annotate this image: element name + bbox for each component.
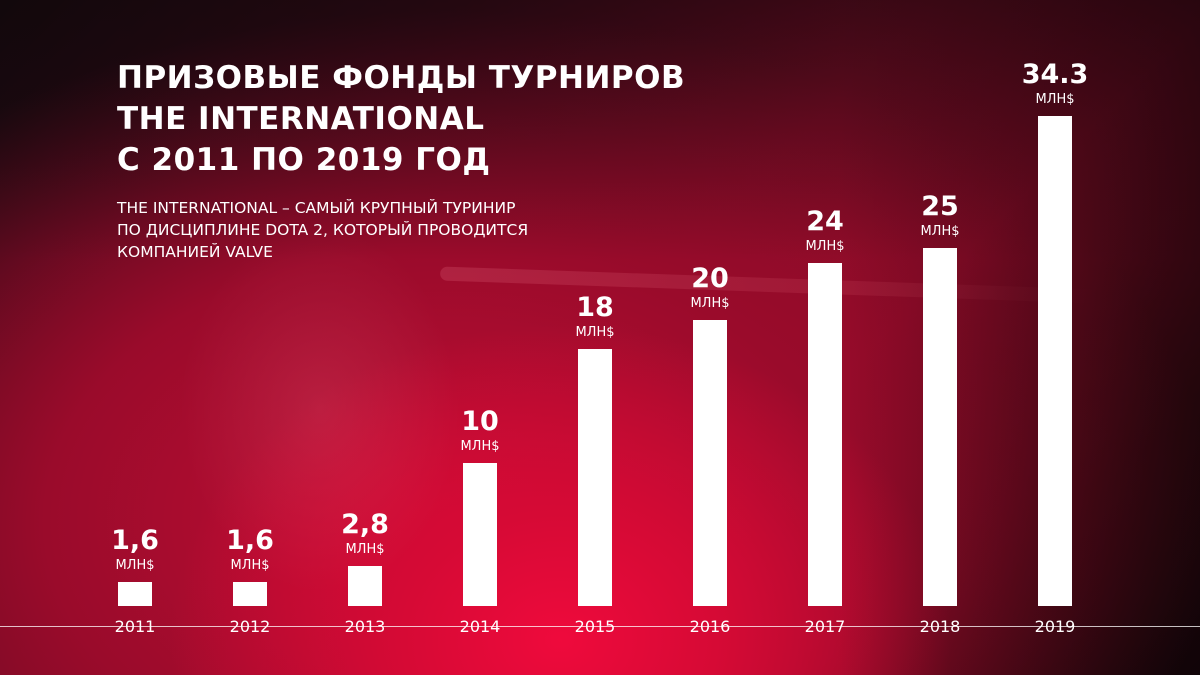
- bar-unit-label: МЛН$: [920, 224, 960, 239]
- bar: [808, 263, 842, 606]
- bar-value-label: 10: [461, 406, 499, 437]
- bar: [348, 566, 382, 606]
- bar: [1038, 116, 1072, 606]
- bar-column-2019: 34.3 МЛН$ 2019: [1000, 0, 1110, 675]
- chart-subtitle-line-2: ПО ДИСЦИПЛИНЕ DOTA 2, КОТОРЫЙ ПРОВОДИТСЯ: [117, 221, 529, 239]
- bar-value-label: 2,8: [341, 509, 389, 540]
- year-label: 2014: [459, 617, 501, 636]
- bar-unit-label: МЛН$: [230, 558, 270, 573]
- bar-column-2015: 18 МЛН$ 2015: [540, 0, 650, 675]
- x-axis-tick-label: 2011: [105, 616, 165, 638]
- chart-title-line-1: ПРИЗОВЫЕ ФОНДЫ ТУРНИРОВ: [117, 60, 686, 96]
- bar: [233, 582, 267, 606]
- bar-column-2018: 25 МЛН$ 2018: [885, 0, 995, 675]
- bar: [578, 349, 612, 606]
- year-label: 2018: [919, 617, 961, 636]
- bar-column-2012: 1,6 МЛН$ 2012: [195, 0, 305, 675]
- bar: [923, 248, 957, 606]
- chart-subtitle-line-3: КОМПАНИЕЙ VALVE: [117, 243, 273, 261]
- x-axis-tick-label: 2015: [565, 616, 625, 638]
- x-axis-tick-label: 2013: [335, 616, 395, 638]
- x-axis-tick-label: 2014: [450, 616, 510, 638]
- bar-column-2011: 1,6 МЛН$ 2011: [80, 0, 190, 675]
- bar-value-label: 20: [691, 263, 729, 294]
- bar: [693, 320, 727, 606]
- bar-value-label: 25: [921, 191, 959, 222]
- year-label: 2011: [114, 617, 156, 636]
- bar-unit-label: МЛН$: [115, 558, 155, 573]
- bar-value-label: 34.3: [1021, 59, 1089, 90]
- bar-value-label: 18: [576, 292, 614, 323]
- bar-value-label: 1,6: [111, 525, 159, 556]
- chart-subtitle-line-1: THE INTERNATIONAL – САМЫЙ КРУПНЫЙ ТУРИНИ…: [117, 199, 516, 217]
- chart-title-line-2: THE INTERNATIONAL: [117, 101, 485, 137]
- year-label: 2012: [229, 617, 271, 636]
- bar: [118, 582, 152, 606]
- bar-column-2014: 10 МЛН$ 2014: [425, 0, 535, 675]
- bar-unit-label: МЛН$: [690, 296, 730, 311]
- year-label: 2016: [689, 617, 731, 636]
- x-axis-tick-label: 2012: [220, 616, 280, 638]
- bar-value-label: 24: [806, 206, 844, 237]
- x-axis-line: [0, 626, 1200, 627]
- bar-unit-label: МЛН$: [345, 542, 385, 557]
- chart-title-line-3: С 2011 ПО 2019 ГОД: [117, 142, 491, 178]
- bar: [463, 463, 497, 606]
- year-label: 2013: [344, 617, 386, 636]
- x-axis-tick-label: 2017: [795, 616, 855, 638]
- year-label: 2015: [574, 617, 616, 636]
- year-label: 2019: [1034, 617, 1076, 636]
- chart-title: ПРИЗОВЫЕ ФОНДЫ ТУРНИРОВ THE INTERNATIONA…: [117, 58, 685, 181]
- bar-column-2017: 24 МЛН$ 2017: [770, 0, 880, 675]
- x-axis-tick-label: 2019: [1025, 616, 1085, 638]
- x-axis-tick-label: 2018: [910, 616, 970, 638]
- bar-unit-label: МЛН$: [805, 239, 845, 254]
- bar-column-2016: 20 МЛН$ 2016: [655, 0, 765, 675]
- chart-subtitle: THE INTERNATIONAL – САМЫЙ КРУПНЫЙ ТУРИНИ…: [117, 197, 528, 263]
- year-label: 2017: [804, 617, 846, 636]
- bar-unit-label: МЛН$: [460, 439, 500, 454]
- x-axis-tick-label: 2016: [680, 616, 740, 638]
- bar-value-label: 1,6: [226, 525, 274, 556]
- bar-unit-label: МЛН$: [1035, 92, 1075, 107]
- bar-column-2013: 2,8 МЛН$ 2013: [310, 0, 420, 675]
- bar-unit-label: МЛН$: [575, 325, 615, 340]
